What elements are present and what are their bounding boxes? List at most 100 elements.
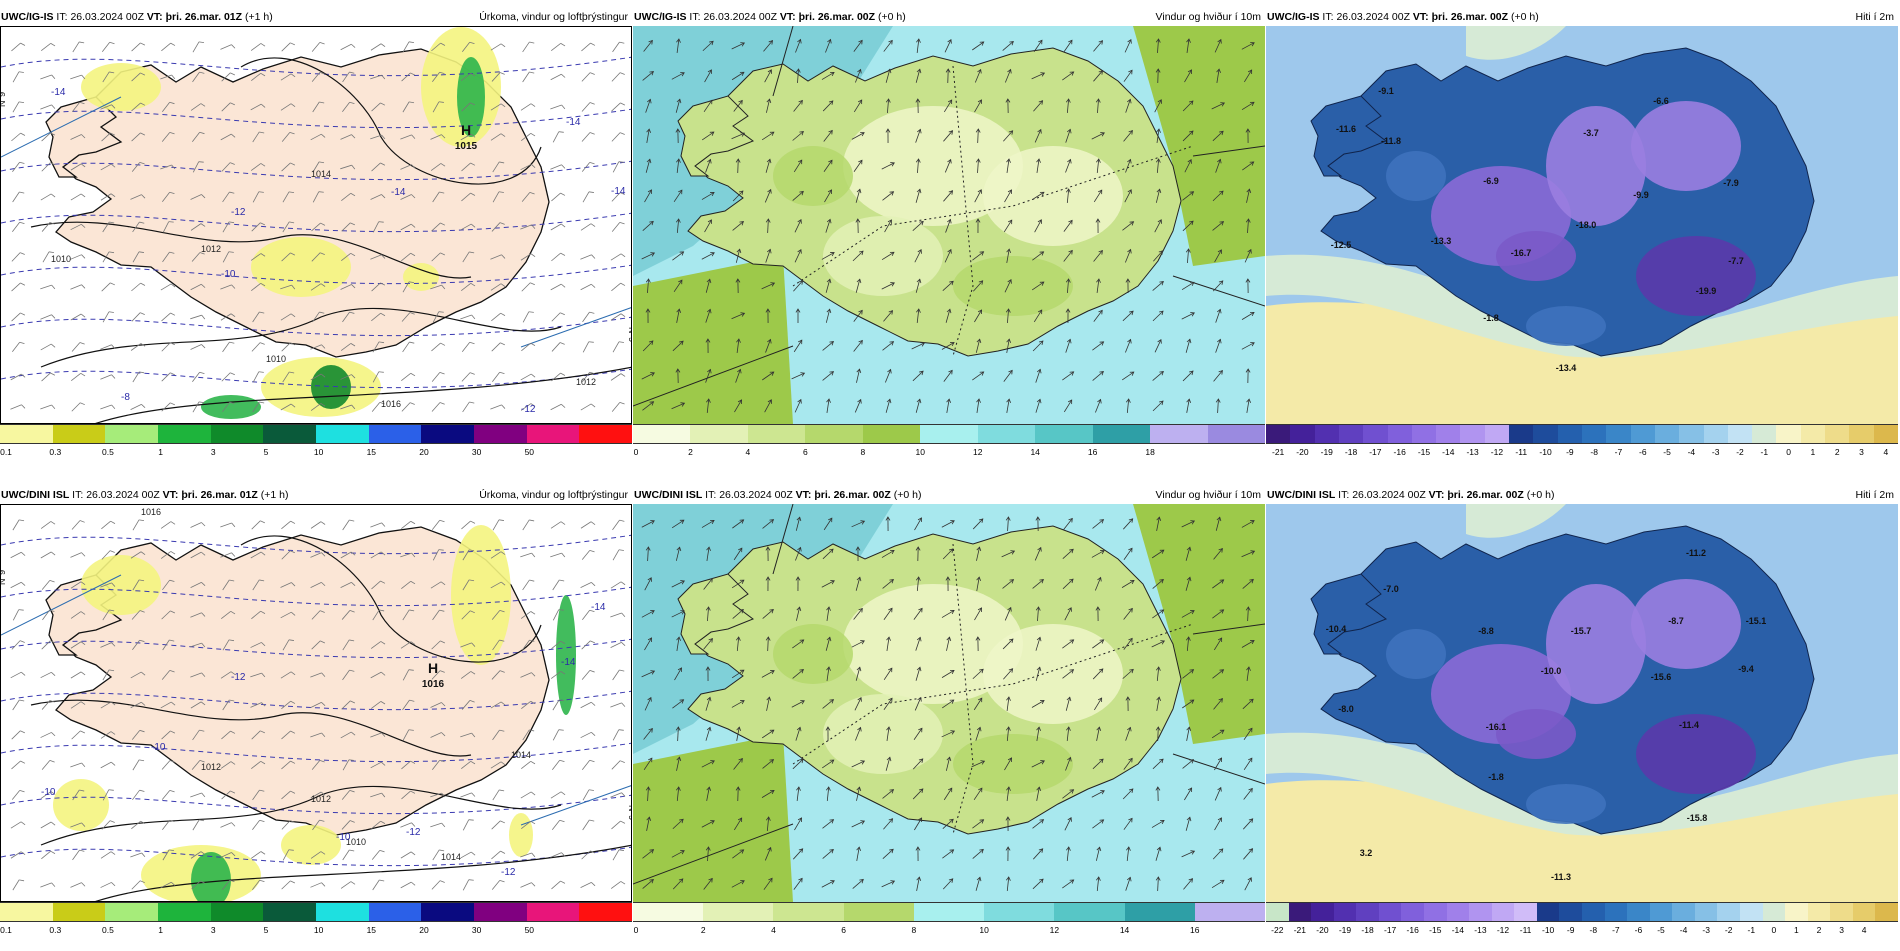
- panel-header-left: UWC/IG-IS IT: 26.03.2024 00Z VT: þri. 26…: [1267, 8, 1539, 26]
- colorbar-label: 12: [973, 447, 982, 457]
- colorbar-swatch: [1605, 903, 1628, 921]
- model-name: UWC/IG-IS: [634, 11, 687, 23]
- colorbar-swatch: [863, 425, 921, 443]
- colorbar-label: -10: [1542, 925, 1554, 935]
- precip-area: [201, 395, 261, 419]
- precip-area: [403, 263, 439, 291]
- temperature-value: -6.6: [1653, 96, 1669, 106]
- colorbar-label: -16: [1407, 925, 1419, 935]
- wind-speed-area: [823, 216, 943, 296]
- map-panel-precip: UWC/IG-IS IT: 26.03.2024 00Z VT: þri. 26…: [0, 8, 632, 473]
- colorbar-swatch: [421, 425, 474, 443]
- temperature-value: -1.8: [1488, 772, 1504, 782]
- colorbar-swatch: [1650, 903, 1673, 921]
- isotherm-label: -14: [51, 87, 66, 98]
- wind-speed-area: [773, 146, 853, 206]
- panel-header: UWC/DINI ISL IT: 26.03.2024 00Z VT: þri.…: [0, 486, 632, 504]
- isobar-label: 1016: [141, 507, 161, 517]
- isobar-label: 1014: [511, 750, 531, 760]
- isotherm-label: -10: [336, 832, 351, 843]
- colorbar-swatch: [527, 425, 580, 443]
- colorbar-label: 10: [979, 925, 988, 935]
- wind-barb: [439, 550, 444, 551]
- temperature-value: -9.9: [1633, 190, 1649, 200]
- panel-title: Hiti í 2m: [1855, 8, 1894, 26]
- temperature-value: -1.8: [1483, 313, 1499, 323]
- colorbar-label: -7: [1615, 447, 1623, 457]
- temperature-value: -7.9: [1723, 178, 1739, 188]
- colorbar-swatch: [1752, 425, 1777, 443]
- map-panel-temp: UWC/DINI ISL IT: 26.03.2024 00Z VT: þri.…: [1266, 486, 1898, 951]
- map-canvas: -9.1-11.6-11.8-6.9-3.7-6.6-9.9-7.9-12.5-…: [1266, 26, 1898, 424]
- colorbar-swatch: [316, 425, 369, 443]
- colorbar-swatch: [1093, 425, 1151, 443]
- map-svg: -11.2-7.0-10.4-8.8-15.7-8.7-15.1-10.0-15…: [1266, 504, 1898, 902]
- colorbar-label: 5: [264, 447, 269, 457]
- colorbar-swatch: [105, 903, 158, 921]
- colorbar-label: 3: [211, 447, 216, 457]
- colorbar-label: -15: [1429, 925, 1441, 935]
- isotherm-label: -12: [231, 672, 246, 683]
- init-time: 26.03.2024 00Z: [70, 11, 144, 23]
- colorbar-swatch: [1763, 903, 1786, 921]
- colorbar-swatch: [1266, 425, 1291, 443]
- temperature-value: -11.2: [1686, 548, 1706, 558]
- colorbar-label: 2: [1817, 925, 1822, 935]
- wind-speed-area: [953, 734, 1073, 794]
- isobar-label: 1014: [441, 852, 461, 862]
- temperature-value: -15.1: [1746, 616, 1767, 626]
- colorbar-swatch: [53, 903, 106, 921]
- colorbar-label: 1: [1811, 447, 1816, 457]
- colorbar-swatch: [369, 425, 422, 443]
- model-name: UWC/DINI ISL: [1267, 489, 1335, 501]
- colorbar-swatch: [1874, 425, 1899, 443]
- isotherm-label: -12: [406, 827, 421, 838]
- isobar-label: 1012: [311, 794, 331, 804]
- colorbar-swatch: [1849, 425, 1874, 443]
- colorbar-label: -7: [1612, 925, 1620, 935]
- colorbar-swatch: [263, 903, 316, 921]
- isobar-label: 1012: [576, 377, 596, 387]
- valid-time-label: VT:: [147, 11, 163, 23]
- colorbar-label: 16: [1088, 447, 1097, 457]
- temperature-value: -8.7: [1668, 616, 1684, 626]
- colorbar-swatch: [914, 903, 985, 921]
- precip-area: [251, 237, 351, 297]
- temperature-value: -13.4: [1556, 363, 1577, 373]
- colorbar-swatch: [1266, 903, 1289, 921]
- temperature-value: -12.5: [1331, 240, 1352, 250]
- valid-time-label: VT:: [780, 11, 796, 23]
- panel-header: UWC/IG-IS IT: 26.03.2024 00Z VT: þri. 26…: [0, 8, 632, 26]
- colorbar-swatch: [474, 903, 527, 921]
- model-name: UWC/DINI ISL: [1, 489, 69, 501]
- isotherm-label: -8: [121, 392, 130, 403]
- colorbar-label: -13: [1466, 447, 1478, 457]
- colorbar-swatch: [1704, 425, 1729, 443]
- temperature-value: -6.9: [1483, 176, 1499, 186]
- panel-header: UWC/DINI ISL IT: 26.03.2024 00Z VT: þri.…: [633, 486, 1265, 504]
- colorbar-label: 3: [1839, 925, 1844, 935]
- temperature-value: -8.0: [1338, 704, 1354, 714]
- colorbar-label: 20: [419, 925, 428, 935]
- colorbar-label: -21: [1272, 447, 1284, 457]
- colorbar-swatch: [263, 425, 316, 443]
- temperature-area: [1546, 584, 1646, 704]
- colorbar-swatch: [920, 425, 978, 443]
- colorbar-swatch: [978, 425, 1036, 443]
- valid-time-label: VT:: [1413, 11, 1429, 23]
- colorbar-swatch: [844, 903, 915, 921]
- temperature-area: [1496, 709, 1576, 759]
- colorbar-swatch: [1801, 425, 1826, 443]
- colorbar-swatch: [474, 425, 527, 443]
- panel-header-left: UWC/IG-IS IT: 26.03.2024 00Z VT: þri. 26…: [634, 8, 906, 26]
- colorbar-label: 0: [1771, 925, 1776, 935]
- colorbar-swatch: [748, 425, 806, 443]
- colorbar-label: 0: [634, 925, 639, 935]
- colorbar-label: -3: [1702, 925, 1710, 935]
- wind-speed-area: [773, 624, 853, 684]
- temperature-area: [1546, 106, 1646, 226]
- colorbar-swatch: [1035, 425, 1093, 443]
- wind-barb: [559, 610, 564, 611]
- colorbar-swatch: [1655, 425, 1680, 443]
- init-time-label: IT:: [1338, 489, 1349, 501]
